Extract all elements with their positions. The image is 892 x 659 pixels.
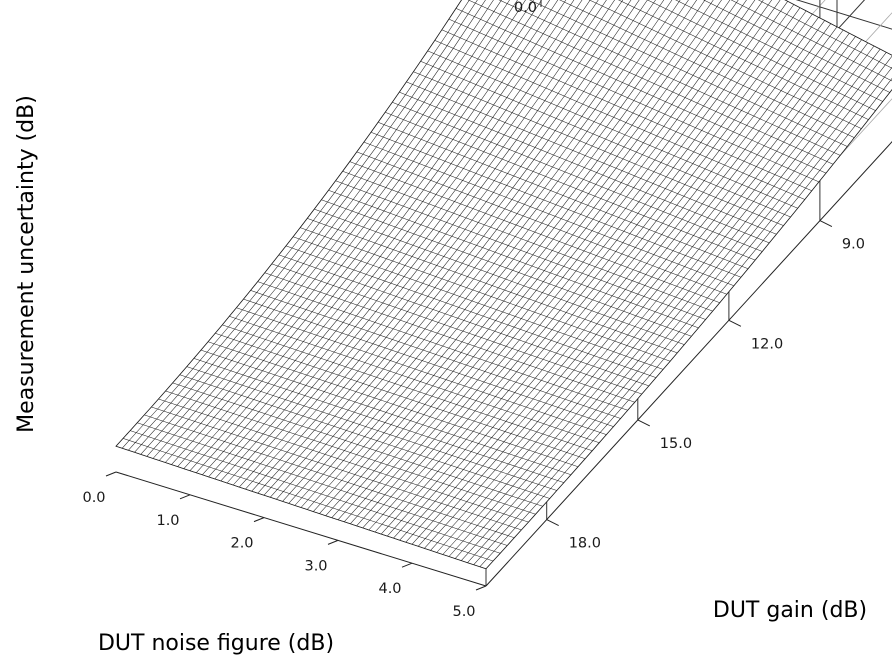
x-tick-label: 2.0 [230, 536, 253, 552]
surface-mesh [116, 0, 892, 569]
y-tick-label: 15.0 [660, 436, 692, 452]
x-tick-mark [402, 563, 412, 567]
x-tick-label: 1.0 [156, 513, 179, 529]
y-tick-mark [729, 320, 741, 326]
z-tick-label: 0.0 [514, 0, 537, 16]
x-axis-title: DUT noise figure (dB) [98, 631, 334, 656]
x-tick-mark [106, 472, 116, 476]
y-tick-label: 18.0 [569, 536, 601, 552]
z-axis-title: Measurement uncertainty (dB) [14, 95, 39, 433]
x-tick-mark [476, 586, 486, 590]
x-tick-label: 0.0 [82, 490, 105, 506]
y-tick-label: 12.0 [751, 336, 783, 352]
y-tick-label: 9.0 [842, 237, 865, 253]
x-tick-label: 3.0 [304, 558, 327, 574]
x-tick-mark [254, 518, 264, 522]
y-tick-mark [547, 520, 559, 526]
x-tick-mark [328, 540, 338, 544]
surface-fill [116, 0, 892, 569]
x-tick-label: 4.0 [378, 581, 401, 597]
x-tick-label: 5.0 [452, 604, 475, 620]
x-tick-mark [180, 495, 190, 499]
y-tick-mark [820, 221, 832, 227]
y-tick-mark [638, 420, 650, 426]
y-axis-title: DUT gain (dB) [713, 598, 867, 623]
